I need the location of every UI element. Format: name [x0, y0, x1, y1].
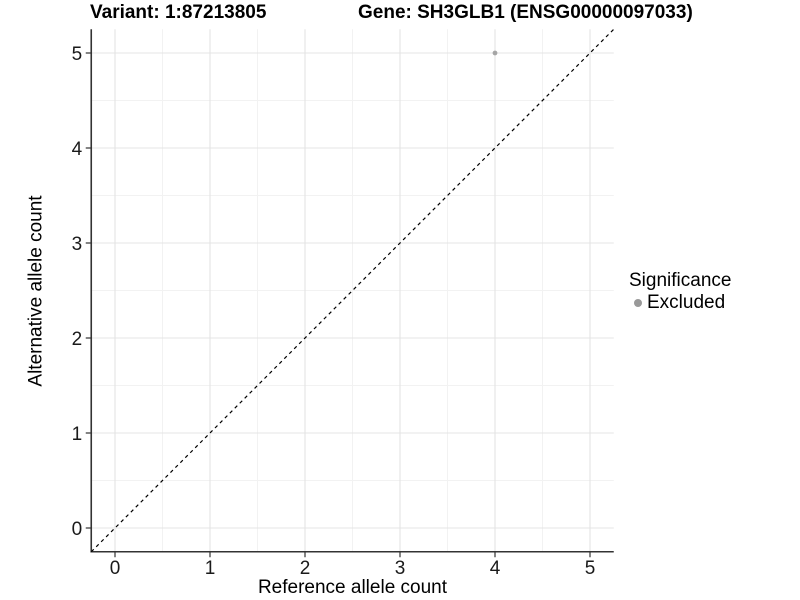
y-tick-label: 3: [72, 234, 83, 255]
y-axis-title: Alternative allele count: [25, 195, 47, 387]
y-tick-label: 2: [72, 329, 83, 350]
y-tick-label: 4: [72, 139, 83, 160]
legend: Significance Excluded: [629, 269, 731, 313]
legend-item-excluded: Excluded: [629, 292, 731, 313]
gene-title: Gene: SH3GLB1 (ENSG00000097033): [358, 2, 693, 23]
legend-item-label: Excluded: [647, 291, 726, 313]
y-tick-label: 0: [72, 519, 83, 540]
legend-title: Significance: [629, 270, 732, 291]
x-tick-label: 1: [205, 558, 216, 579]
data-point-excluded: [492, 50, 498, 56]
x-tick-label: 2: [300, 558, 311, 579]
y-tick-label: 5: [72, 44, 83, 65]
x-axis-title: Reference allele count: [257, 577, 448, 598]
y-tick-label: 1: [72, 424, 83, 445]
x-tick-label: 0: [110, 558, 121, 579]
variant-title: Variant: 1:87213805: [90, 2, 267, 23]
x-tick-label: 4: [490, 558, 501, 579]
x-tick-label: 5: [585, 558, 596, 579]
x-tick-label: 3: [395, 558, 406, 579]
legend-key-dot-icon: [634, 298, 642, 307]
